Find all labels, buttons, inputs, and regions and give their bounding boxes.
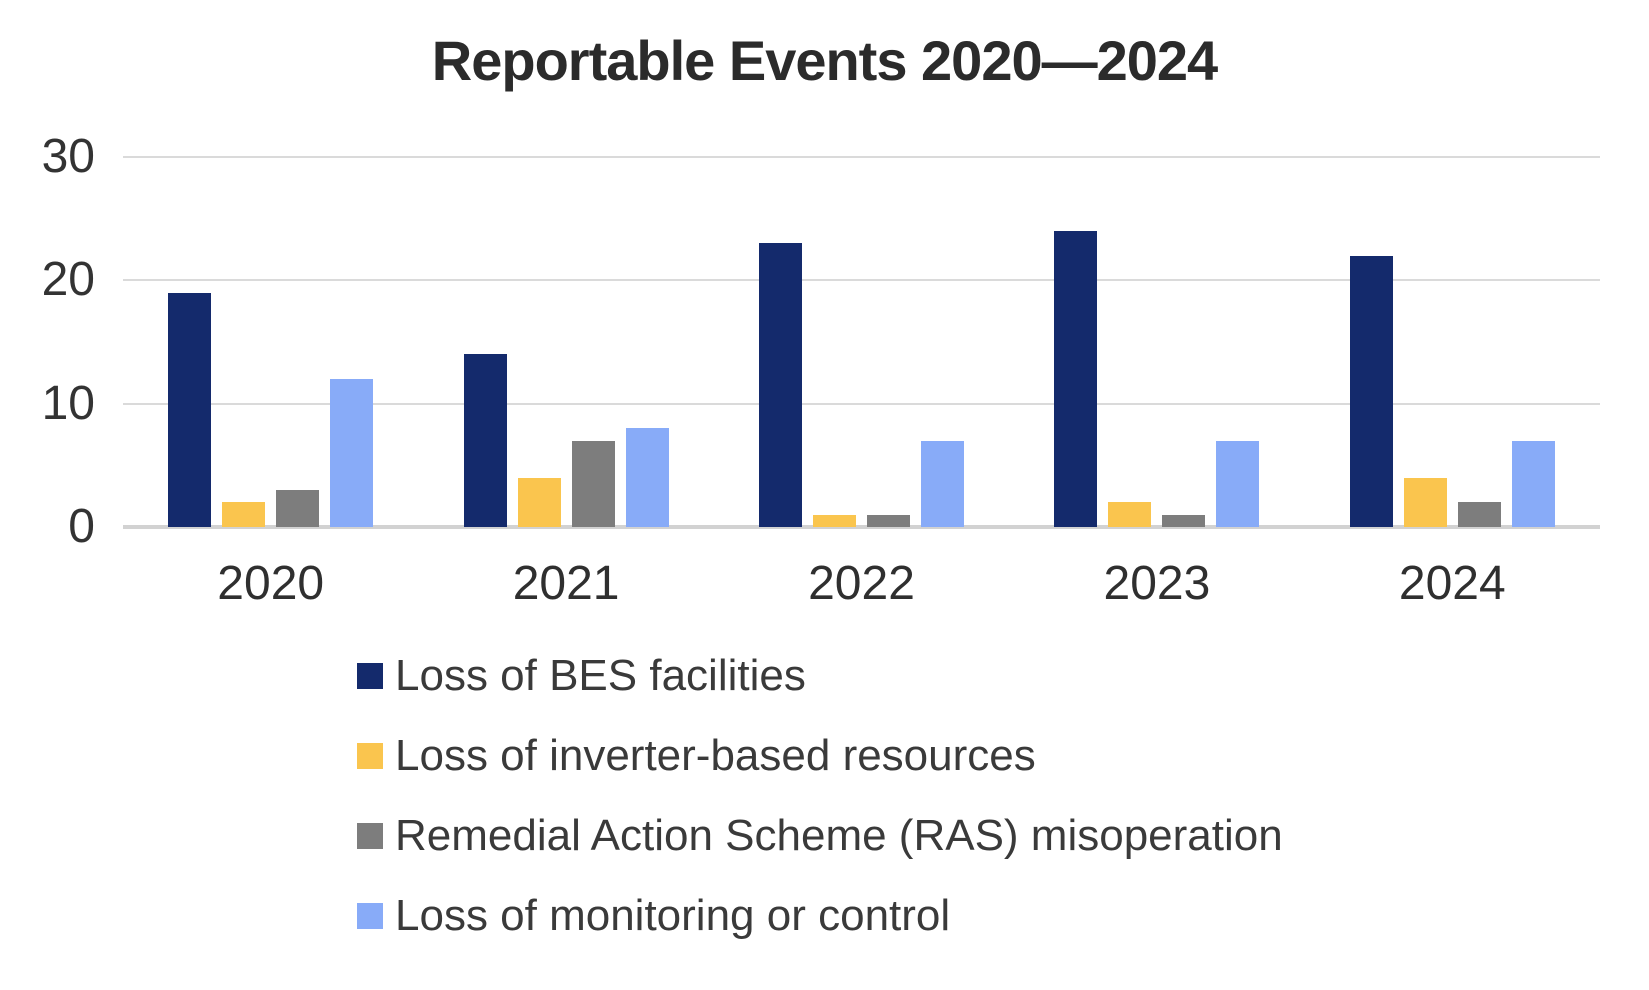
legend-item-1: Loss of inverter-based resources — [357, 726, 1036, 786]
bar-2022-series-1 — [813, 514, 856, 527]
y-axis-tick-label-30: 30 — [41, 130, 95, 183]
bar-2021-series-2 — [571, 440, 615, 527]
gridline-y10 — [123, 402, 1600, 405]
bar-2020-series-1 — [222, 502, 266, 527]
legend-item-3: Loss of monitoring or control — [357, 886, 950, 946]
legend-label: Loss of BES facilities — [395, 651, 806, 700]
bar-2021-series-0 — [463, 354, 507, 527]
legend-label: Loss of monitoring or control — [395, 891, 951, 940]
bar-2020-series-2 — [276, 490, 320, 527]
x-axis-category-label-2023: 2023 — [1103, 557, 1211, 610]
gridline-y30 — [123, 156, 1600, 158]
bar-2023-series-3 — [1216, 440, 1260, 527]
bar-2024-series-3 — [1511, 440, 1555, 527]
bar-2021-series-3 — [625, 428, 669, 527]
legend-swatch-icon — [357, 823, 383, 849]
x-axis-category-label-2022: 2022 — [808, 557, 915, 610]
legend-swatch-icon — [357, 743, 383, 769]
bar-2023-series-1 — [1108, 502, 1152, 527]
bar-2024-series-1 — [1403, 477, 1447, 527]
bar-2022-series-0 — [759, 243, 802, 527]
bar-2024-series-2 — [1457, 502, 1501, 527]
bar-2020-series-0 — [168, 292, 212, 527]
y-axis-tick-label-0: 0 — [68, 500, 95, 553]
bar-2021-series-1 — [517, 477, 561, 527]
bar-2023-series-0 — [1054, 231, 1098, 527]
legend-item-2: Remedial Action Scheme (RAS) misoperatio… — [357, 806, 1283, 866]
bar-2023-series-2 — [1162, 514, 1206, 527]
legend-label: Loss of inverter-based resources — [395, 731, 1036, 780]
x-axis-category-label-2021: 2021 — [512, 557, 620, 610]
x-axis-category-label-2024: 2024 — [1398, 557, 1506, 610]
legend-item-0: Loss of BES facilities — [357, 646, 806, 706]
bar-2020-series-3 — [330, 379, 374, 527]
gridline-y20 — [123, 279, 1600, 282]
x-axis-baseline — [123, 525, 1600, 529]
bar-2022-series-2 — [867, 514, 910, 527]
y-axis-tick-label-20: 20 — [41, 253, 95, 307]
bar-2024-series-0 — [1349, 255, 1393, 527]
legend-swatch-icon — [357, 903, 383, 929]
chart-title: Reportable Events 2020—2024 — [431, 29, 1218, 92]
y-axis-tick-label-10: 10 — [41, 376, 95, 430]
legend-swatch-icon — [357, 663, 383, 689]
bar-2022-series-3 — [921, 440, 964, 527]
x-axis-category-label-2020: 2020 — [217, 557, 325, 610]
legend-label: Remedial Action Scheme (RAS) misoperatio… — [395, 811, 1283, 860]
